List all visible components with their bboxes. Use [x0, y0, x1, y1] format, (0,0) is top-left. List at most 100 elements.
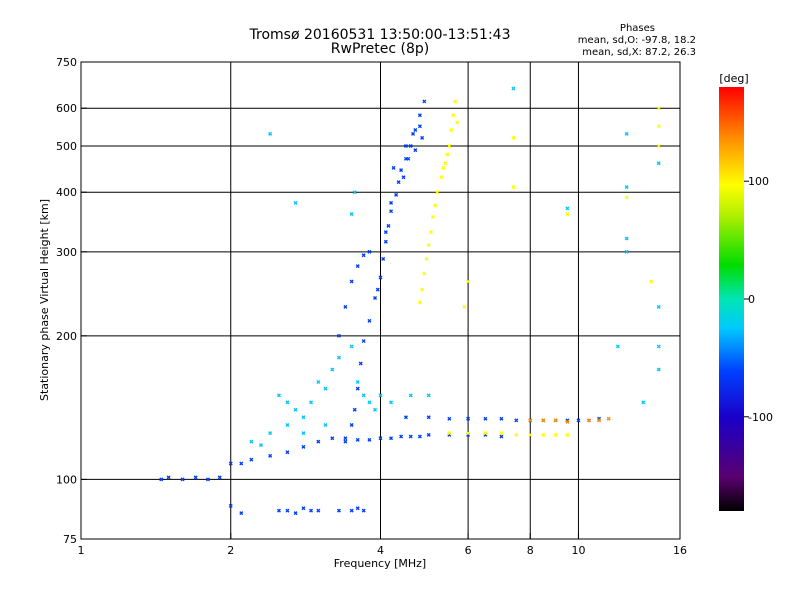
data-point	[408, 434, 413, 439]
data-point	[301, 444, 306, 449]
data-point	[453, 99, 458, 104]
data-point	[309, 508, 314, 513]
data-point	[511, 86, 516, 91]
data-point	[624, 236, 629, 241]
x-axis-label: Frequency [MHz]	[334, 557, 426, 570]
data-point	[285, 423, 290, 428]
data-point	[301, 415, 306, 420]
y-tick-label: 400	[56, 186, 77, 199]
data-point	[528, 418, 533, 423]
data-point	[514, 432, 519, 437]
x-tick-label: 1	[78, 544, 85, 557]
data-point	[330, 367, 335, 372]
data-point	[587, 418, 591, 423]
data-point	[649, 279, 654, 284]
data-point	[268, 453, 273, 458]
data-point	[166, 475, 171, 480]
data-point	[159, 477, 164, 482]
colorbar-ticks: 100 0 -100	[744, 175, 773, 424]
data-point	[483, 431, 488, 436]
data-point	[553, 432, 558, 437]
data-point	[367, 400, 372, 405]
data-point	[455, 120, 460, 125]
data-point	[576, 418, 581, 423]
chart-title: Tromsø 20160531 13:50:00-13:51:43	[249, 27, 511, 43]
x-tick-label: 4	[377, 544, 384, 557]
data-point	[285, 400, 290, 405]
data-point	[424, 256, 429, 261]
colorbar-tick-label: 100	[748, 175, 769, 188]
data-point	[656, 144, 661, 148]
data-point	[399, 168, 404, 173]
data-point	[445, 152, 450, 157]
data-point	[443, 161, 448, 166]
x-tick-label: 2	[227, 544, 234, 557]
data-point	[316, 508, 321, 513]
data-point	[606, 416, 611, 421]
data-point	[499, 416, 504, 421]
data-point	[511, 135, 516, 140]
data-point	[422, 99, 427, 104]
data-point	[383, 230, 388, 235]
data-point	[343, 436, 348, 441]
data-point	[309, 400, 314, 405]
data-point	[381, 256, 386, 261]
data-point	[447, 144, 452, 148]
data-point	[499, 431, 504, 436]
data-point	[426, 415, 431, 420]
data-point	[615, 344, 620, 349]
colorbar-tick-label: 0	[748, 293, 755, 306]
data-point	[349, 508, 354, 513]
data-point	[541, 432, 546, 437]
data-point	[439, 175, 444, 180]
data-point	[396, 180, 401, 185]
data-point	[411, 131, 416, 136]
data-point	[441, 165, 446, 170]
data-point	[565, 206, 570, 211]
data-point	[276, 393, 281, 398]
data-point	[349, 212, 354, 217]
data-point	[426, 393, 431, 398]
data-point	[268, 131, 273, 136]
data-point	[417, 113, 422, 118]
chart-subtitle: RwPretec (8p)	[331, 41, 429, 57]
x-tick-label: 16	[673, 544, 687, 557]
data-point	[316, 439, 321, 444]
data-point	[656, 367, 661, 372]
data-point	[316, 380, 321, 385]
data-point	[541, 418, 546, 423]
data-point	[249, 439, 254, 444]
data-point	[330, 436, 335, 441]
data-point	[624, 185, 629, 190]
data-point	[217, 475, 222, 480]
data-point	[447, 416, 452, 421]
data-point	[352, 190, 357, 195]
data-point	[408, 393, 413, 398]
data-point	[276, 508, 281, 513]
data-point	[413, 128, 418, 133]
data-point	[422, 271, 427, 276]
data-point	[624, 195, 629, 200]
data-point	[268, 431, 273, 436]
x-tick-label: 8	[527, 544, 534, 557]
data-point	[413, 148, 418, 153]
data-point	[391, 165, 396, 170]
data-point	[641, 400, 646, 405]
y-tick-label: 100	[56, 473, 77, 486]
data-point	[249, 457, 254, 462]
data-point	[301, 431, 306, 436]
data-point	[343, 304, 348, 309]
data-point	[375, 287, 380, 292]
data-point	[367, 318, 372, 323]
y-tick-label: 200	[56, 330, 77, 343]
data-point	[399, 434, 404, 439]
data-point	[373, 296, 378, 301]
data-point	[466, 279, 471, 284]
data-point	[349, 423, 354, 428]
data-point	[426, 243, 431, 248]
data-point	[389, 209, 394, 214]
data-point	[499, 434, 504, 439]
data-point	[355, 437, 360, 442]
data-point	[656, 124, 661, 129]
